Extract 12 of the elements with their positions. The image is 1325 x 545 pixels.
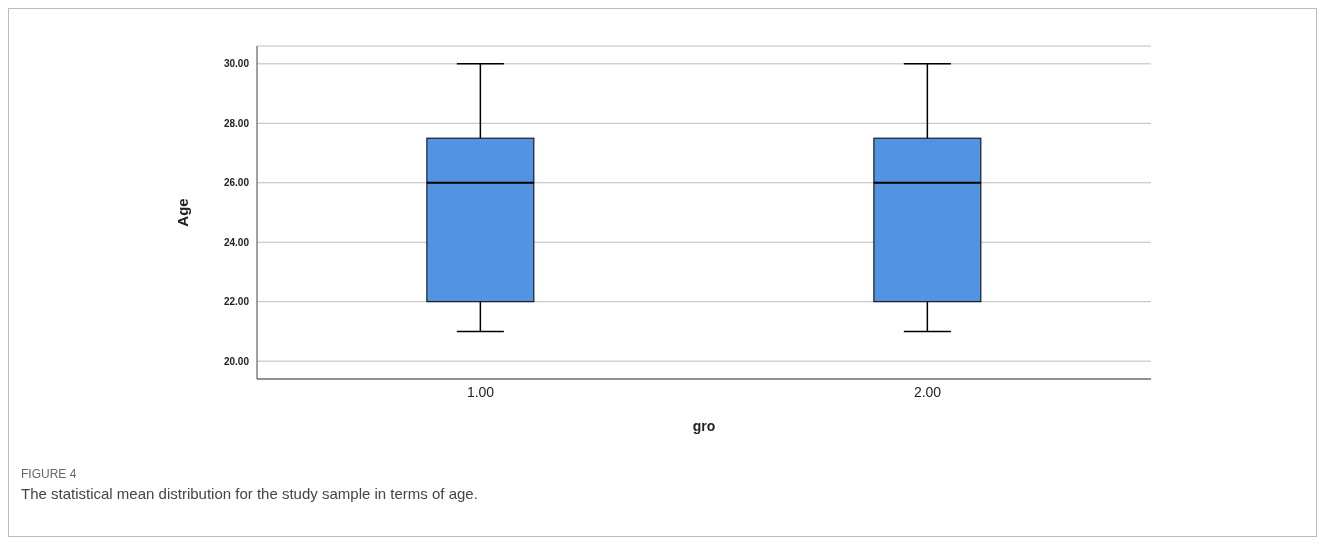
x-axis-title: gro	[692, 418, 716, 434]
x-tick-label: 2.00	[913, 383, 942, 400]
y-tick-label: 30.00	[223, 58, 250, 70]
y-tick-label: 28.00	[223, 117, 250, 129]
y-tick-label: 26.00	[223, 177, 250, 189]
y-tick-label: 20.00	[223, 355, 250, 367]
y-tick-label: 22.00	[223, 296, 250, 308]
x-tick-label: 1.00	[466, 383, 495, 400]
caption: FIGURE 4	[21, 467, 78, 481]
y-tick-label: 24.00	[223, 236, 250, 248]
y-axis-title: Age	[174, 198, 192, 227]
text: The statistical mean distribution for the study sample in terms of age.	[21, 485, 478, 502]
